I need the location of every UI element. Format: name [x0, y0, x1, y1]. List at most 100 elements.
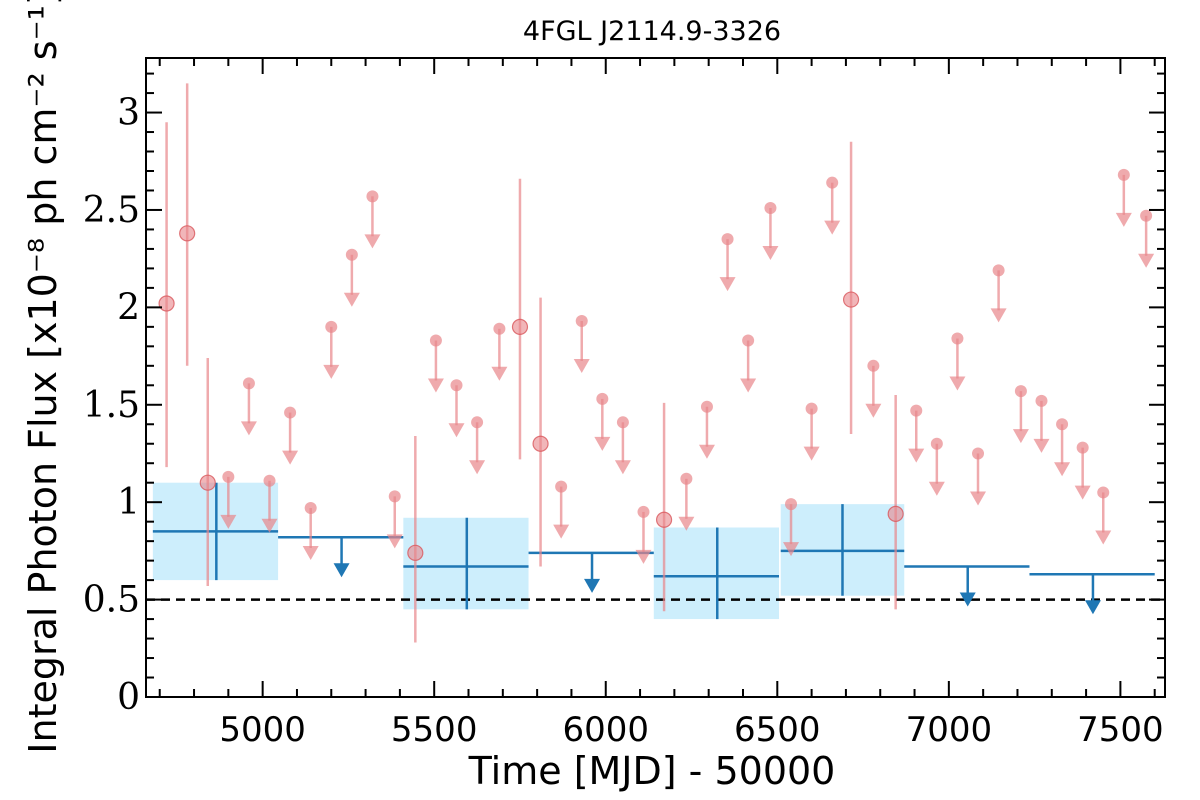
short-bin-upper-limit-arrow-9 — [427, 378, 444, 393]
y-tick-label: 0.5 — [83, 580, 140, 621]
short-bin-upper-limit-point-0 — [222, 470, 235, 483]
short-bin-detection-point-5 — [532, 435, 549, 452]
short-bin-upper-limit-arrow-36 — [1095, 530, 1112, 545]
long-bin-upper-limit-arrow-3 — [1084, 600, 1101, 615]
short-bin-upper-limit-arrow-1 — [240, 421, 257, 436]
short-bin-upper-limit-point-30 — [972, 447, 985, 460]
x-axis-label: Time [MJD] - 50000 — [468, 749, 836, 793]
short-bin-upper-limit-arrow-11 — [469, 460, 486, 475]
short-bin-upper-limit-point-10 — [450, 379, 463, 392]
y-tick-label: 0 — [117, 677, 140, 718]
short-bin-detection-point-2 — [199, 474, 216, 491]
short-bin-upper-limit-point-26 — [867, 359, 880, 372]
short-bin-upper-limit-point-9 — [429, 334, 442, 347]
short-bin-upper-limit-point-20 — [721, 233, 734, 246]
short-bin-upper-limit-point-28 — [930, 437, 943, 450]
short-bin-upper-limit-arrow-6 — [343, 292, 360, 307]
short-bin-upper-limit-point-11 — [471, 416, 484, 429]
short-bin-upper-limit-point-32 — [1014, 385, 1027, 398]
short-bin-upper-limit-point-37 — [1117, 168, 1130, 181]
x-tick-label: 5000 — [219, 710, 306, 750]
short-bin-upper-limit-arrow-16 — [614, 460, 631, 475]
short-bin-upper-limit-point-34 — [1056, 418, 1069, 431]
short-bin-upper-limit-arrow-30 — [970, 491, 987, 506]
short-bin-upper-limit-arrow-23 — [783, 542, 800, 557]
short-bin-upper-limit-arrow-35 — [1074, 485, 1091, 500]
short-bin-upper-limit-point-7 — [366, 190, 379, 203]
short-bin-upper-limit-point-31 — [992, 264, 1005, 277]
short-bin-upper-limit-arrow-21 — [740, 378, 757, 393]
short-bin-upper-limit-point-12 — [493, 322, 506, 335]
short-bin-upper-limit-arrow-31 — [990, 308, 1007, 323]
short-bin-upper-limit-arrow-33 — [1033, 438, 1050, 453]
short-bin-upper-limit-point-23 — [785, 498, 798, 511]
short-bin-upper-limit-point-19 — [700, 400, 713, 413]
short-bin-detection-point-4 — [511, 318, 529, 335]
short-bin-upper-limit-arrow-29 — [949, 376, 966, 391]
x-tick-label: 7000 — [906, 710, 993, 750]
short-bin-upper-limit-arrow-17 — [635, 549, 652, 564]
short-bin-upper-limit-arrow-28 — [928, 481, 945, 496]
short-bin-detection-point-3 — [407, 544, 424, 561]
short-bin-detection-point-1 — [179, 225, 196, 242]
short-bin-upper-limit-point-5 — [325, 320, 338, 333]
short-bin-upper-limit-point-33 — [1035, 394, 1048, 407]
short-bin-upper-limit-point-18 — [680, 472, 693, 485]
short-bin-upper-limit-arrow-32 — [1012, 429, 1029, 444]
chart-title: 4FGL J2114.9-3326 — [523, 16, 781, 47]
y-tick-label: 1 — [117, 482, 140, 523]
x-tick-label: 6500 — [734, 710, 821, 750]
short-bin-upper-limit-arrow-19 — [698, 444, 715, 459]
short-bin-upper-limit-point-36 — [1097, 486, 1110, 499]
short-bin-detection-point-7 — [842, 291, 860, 308]
y-tick-label: 3 — [117, 93, 140, 134]
short-bin-upper-limit-point-14 — [575, 315, 588, 328]
short-bin-upper-limit-point-8 — [388, 490, 401, 503]
short-bin-upper-limit-arrow-26 — [865, 403, 882, 418]
short-bin-upper-limit-point-22 — [764, 202, 777, 215]
axes: 5000 5500 6000 6500 7000 7500 0 0.5 1 1.5 2 2.5 3 — [83, 57, 1166, 750]
short-bin-upper-limit-point-3 — [284, 406, 297, 419]
short-bin-upper-limit-arrow-5 — [323, 364, 340, 379]
long-bin-upper-limit-arrow-0 — [333, 563, 350, 578]
short-bin-upper-limit-point-13 — [555, 480, 568, 493]
short-bin-detection-point-0 — [158, 295, 175, 312]
short-bin-upper-limit-point-21 — [742, 334, 755, 347]
short-bin-upper-limit-arrow-2 — [261, 518, 278, 533]
y-axis-label: Integral Photon Flux [x10⁻⁸ ph cm⁻² s⁻¹] — [21, 0, 65, 754]
y-tick-label: 1.5 — [83, 385, 140, 426]
short-bin-upper-limit-point-1 — [242, 377, 255, 390]
x-tick-label: 5500 — [391, 710, 478, 750]
short-bin-upper-limit-point-29 — [951, 332, 964, 345]
short-bin-upper-limit-arrow-25 — [824, 220, 841, 235]
short-bin-upper-limit-arrow-0 — [220, 514, 237, 529]
y-tick-label: 2.5 — [83, 190, 140, 231]
y-tick-label: 2 — [117, 287, 140, 328]
short-bin-upper-limit-arrow-38 — [1138, 253, 1155, 268]
short-bin-upper-limit-point-2 — [263, 474, 276, 487]
short-bin-detection-point-6 — [655, 511, 673, 528]
short-bin-upper-limit-arrow-22 — [762, 246, 779, 261]
x-tick-label: 6000 — [562, 710, 649, 750]
short-bin-upper-limit-arrow-20 — [719, 277, 736, 292]
short-bin-upper-limit-point-15 — [596, 392, 609, 405]
short-bin-upper-limit-point-16 — [616, 416, 629, 429]
short-bin-upper-limit-arrow-27 — [908, 448, 925, 463]
short-bin-upper-limit-arrow-12 — [491, 366, 508, 381]
short-bin-upper-limit-point-4 — [304, 502, 317, 515]
short-bin-upper-limit-arrow-7 — [364, 234, 381, 249]
short-bin-upper-limit-point-24 — [805, 402, 818, 415]
short-bin-upper-limit-point-25 — [826, 176, 839, 189]
long-bin-upper-limit-arrow-2 — [959, 592, 976, 607]
short-bin-upper-limit-point-35 — [1076, 441, 1089, 454]
short-bin-upper-limit-arrow-10 — [448, 423, 465, 438]
short-bin-upper-limit-arrow-37 — [1115, 212, 1132, 227]
short-bin-upper-limit-point-17 — [637, 505, 650, 518]
short-bin-upper-limit-arrow-4 — [302, 546, 319, 561]
short-bin-detection-point-8 — [887, 505, 904, 522]
plot-area — [146, 83, 1165, 643]
short-bin-upper-limit-point-38 — [1140, 209, 1153, 222]
short-bin-upper-limit-arrow-15 — [594, 436, 611, 451]
long-bin-upper-limit-arrow-1 — [584, 578, 601, 593]
